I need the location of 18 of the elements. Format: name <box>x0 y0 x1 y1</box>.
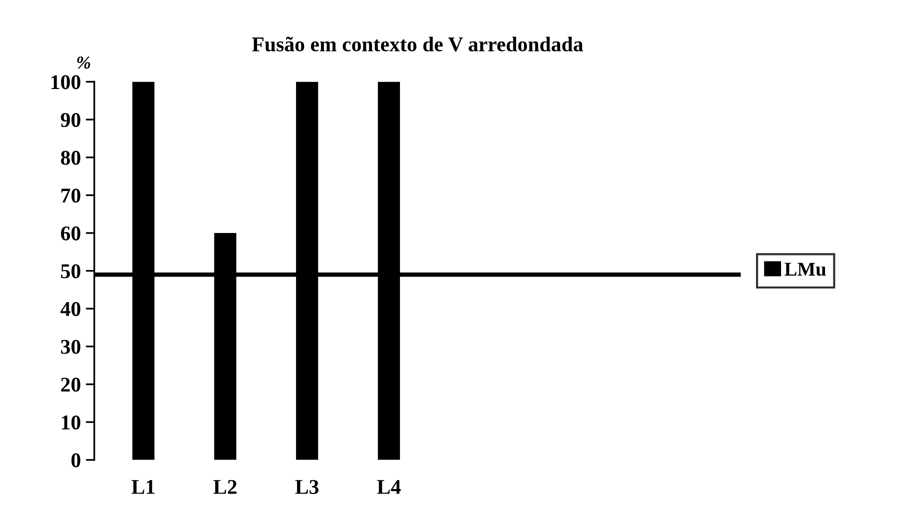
x-tick-label: L1 <box>132 480 154 494</box>
y-tick-label: 50 <box>61 264 80 278</box>
y-tick-label: 80 <box>60 150 80 165</box>
x-tick-label: L4 <box>377 480 401 494</box>
y-tick-label: 30 <box>61 340 80 354</box>
x-tick-label: L2 <box>213 480 236 494</box>
chart-title: Fusão em contexto de V arredondada <box>252 36 584 52</box>
y-tick-label: 90 <box>60 112 80 128</box>
y-tick-label: 0 <box>71 453 80 468</box>
y-tick-label: 20 <box>61 378 80 392</box>
y-tick-label: 10 <box>62 415 80 430</box>
y-tick-label: 60 <box>60 226 80 240</box>
legend-label: LMu <box>784 262 826 276</box>
y-tick-label: 70 <box>61 188 80 203</box>
x-tick-label: L3 <box>295 480 319 494</box>
y-axis-title: % <box>77 56 90 69</box>
y-tick-label: 100 <box>52 75 80 90</box>
y-tick-label: 40 <box>60 302 80 316</box>
